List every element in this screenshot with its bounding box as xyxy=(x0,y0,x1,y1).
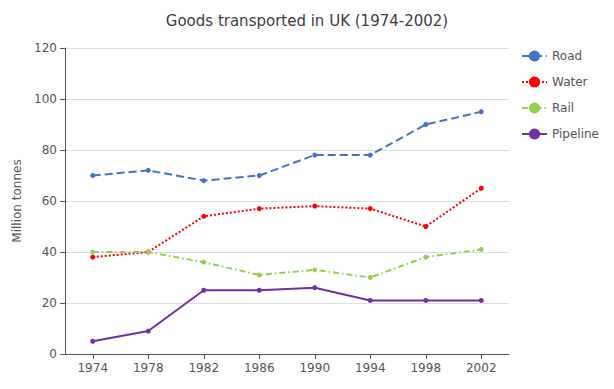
svg-text:60: 60 xyxy=(42,194,57,208)
svg-text:Water: Water xyxy=(552,75,588,89)
svg-text:2002: 2002 xyxy=(466,361,497,375)
svg-text:40: 40 xyxy=(42,245,57,259)
svg-text:Goods transported in UK (1974-: Goods transported in UK (1974-2002) xyxy=(166,12,448,30)
svg-text:1978: 1978 xyxy=(133,361,164,375)
svg-text:100: 100 xyxy=(34,92,57,106)
svg-text:0: 0 xyxy=(49,347,57,361)
svg-text:1974: 1974 xyxy=(77,361,108,375)
svg-text:1986: 1986 xyxy=(244,361,275,375)
svg-text:120: 120 xyxy=(34,41,57,55)
svg-text:1998: 1998 xyxy=(410,361,441,375)
svg-text:1982: 1982 xyxy=(188,361,219,375)
svg-text:80: 80 xyxy=(42,143,57,157)
svg-text:Road: Road xyxy=(552,49,582,63)
svg-text:1990: 1990 xyxy=(299,361,330,375)
svg-text:1994: 1994 xyxy=(355,361,386,375)
svg-text:20: 20 xyxy=(42,296,57,310)
svg-text:Million tonnes: Million tonnes xyxy=(10,159,24,242)
svg-text:Rail: Rail xyxy=(552,101,574,115)
svg-text:Pipeline: Pipeline xyxy=(552,127,599,141)
